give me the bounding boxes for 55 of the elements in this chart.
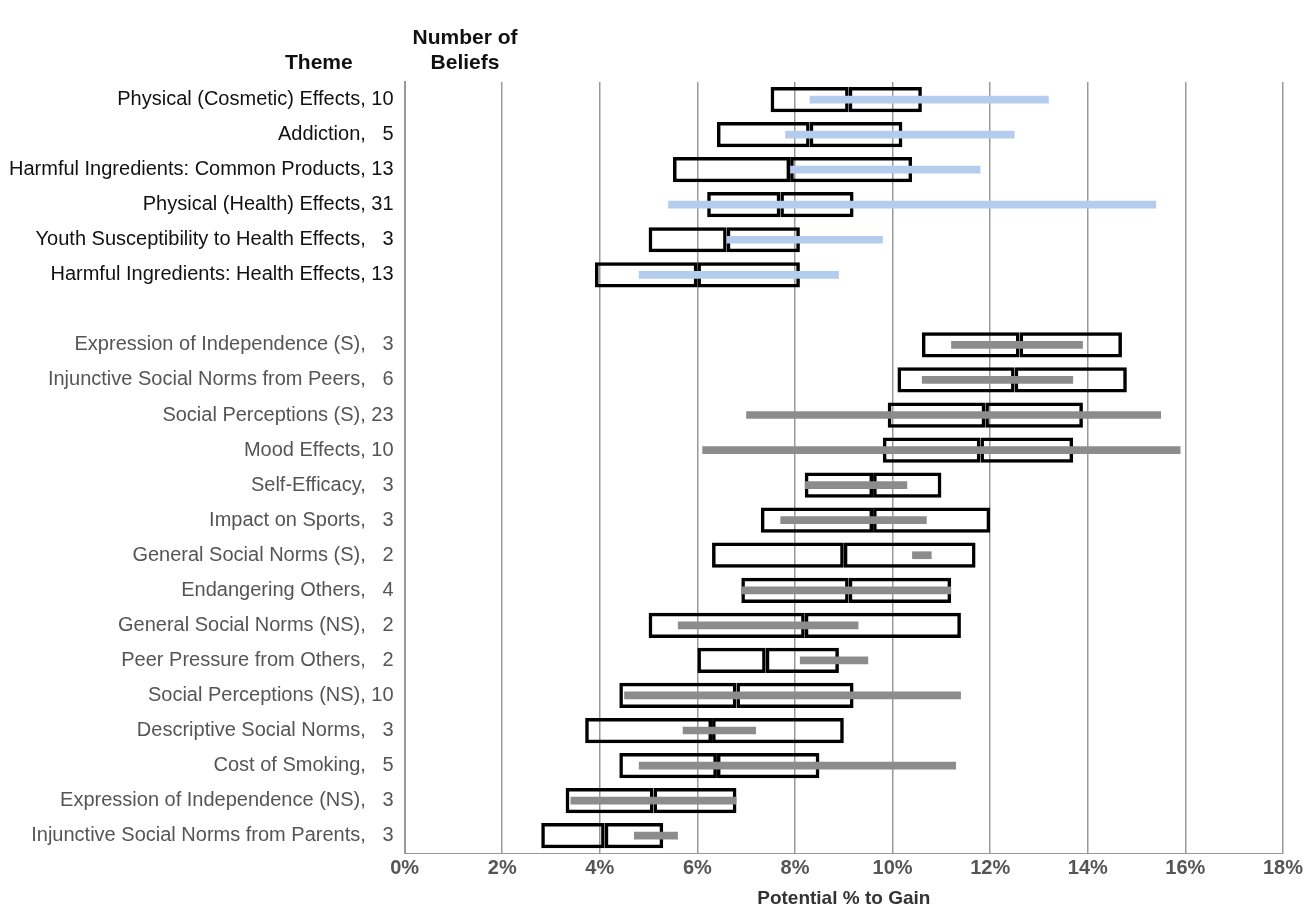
- bar: [633, 831, 678, 840]
- x-tick-label: 16%: [1165, 855, 1206, 878]
- y-tick-label: General Social Norms (S), 2: [132, 542, 394, 565]
- bar: [921, 376, 1074, 384]
- y-tick-label: Peer Pressure from Others, 2: [121, 647, 394, 670]
- bar: [951, 341, 1083, 349]
- y-tick-label: Descriptive Social Norms, 3: [136, 718, 394, 741]
- x-tick-label: 12%: [970, 855, 1011, 878]
- text: Theme: [285, 50, 353, 74]
- y-tick-label: Injunctive Social Norms from Peers, 6: [47, 367, 394, 390]
- y-tick-label: Impact on Sports, 3: [209, 507, 394, 530]
- y-tick-label: Injunctive Social Norms from Parents, 3: [31, 823, 394, 846]
- bar: [682, 726, 756, 735]
- bar: [702, 446, 1181, 454]
- x-tick-label: 18%: [1262, 855, 1304, 878]
- bar: [809, 95, 1049, 104]
- bar: [741, 586, 952, 595]
- bar: [638, 761, 957, 770]
- bar: [638, 270, 839, 279]
- x-tick-label: 10%: [872, 855, 913, 878]
- y-tick-label: Expression of Independence (NS), 3: [60, 788, 394, 811]
- x-axis-title: Potential % to Gain: [757, 886, 931, 908]
- bar: [912, 551, 932, 560]
- y-tick-label: Cost of Smoking, 5: [213, 753, 394, 776]
- bar: [804, 481, 908, 489]
- bar: [668, 200, 1157, 209]
- y-tick-label: Harmful Ingredients: Common Products, 13: [9, 157, 394, 180]
- bar: [726, 235, 883, 244]
- x-tick-label: 14%: [1067, 855, 1109, 878]
- y-tick-label: Endangering Others, 4: [181, 577, 394, 600]
- y-tick-label: Youth Susceptibility to Health Effects, 3: [35, 227, 394, 250]
- y-tick-label: Physical (Cosmetic) Effects, 10: [117, 87, 394, 110]
- text: Number of Beliefs: [411, 24, 519, 74]
- y-tick-label: Social Perceptions (S), 23: [162, 402, 394, 425]
- bar: [746, 411, 1161, 419]
- y-tick-label: Expression of Independence (S), 3: [74, 332, 394, 355]
- bar: [799, 656, 869, 665]
- x-tick-label: 6%: [682, 855, 713, 878]
- bar: [677, 621, 859, 630]
- x-tick-label: 0%: [390, 855, 420, 878]
- x-tick-label: 8%: [780, 855, 810, 878]
- bar: [780, 516, 927, 525]
- x-tick-label: 4%: [585, 855, 615, 878]
- y-tick-label: Harmful Ingredients: Health Effects, 13: [50, 262, 394, 285]
- bar: [570, 796, 737, 805]
- y-tick-label: Social Perceptions (NS), 10: [147, 682, 394, 705]
- bar: [785, 130, 1015, 139]
- y-tick-label: Addiction, 5: [277, 122, 394, 145]
- y-tick-label: General Social Norms (NS), 2: [117, 612, 394, 635]
- x-tick-label: 2%: [487, 855, 517, 878]
- y-tick-label: Mood Effects, 10: [243, 437, 394, 460]
- y-tick-label: Physical (Health) Effects, 31: [142, 192, 394, 215]
- bar: [790, 165, 981, 174]
- y-tick-label: Self-Efficacy, 3: [250, 472, 394, 495]
- bar: [624, 691, 961, 700]
